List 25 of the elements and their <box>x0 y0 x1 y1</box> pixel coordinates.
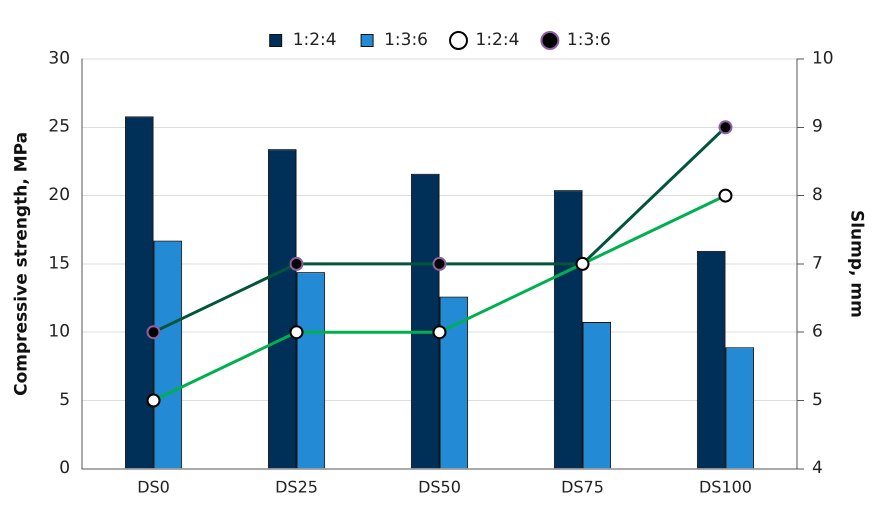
y2-tick-label: 4 <box>812 458 823 478</box>
x-tick-label: DS25 <box>275 478 318 497</box>
y-tick-label: 10 <box>48 322 70 342</box>
y-tick-label: 25 <box>48 116 70 137</box>
y2-tick-label: 7 <box>812 253 823 274</box>
x-tick-label: DS75 <box>561 478 604 497</box>
x-tick-label: DS50 <box>418 478 461 497</box>
y2-axis-title: Slump, mm <box>846 210 866 318</box>
y-tick-label: 0 <box>59 458 70 478</box>
x-tick-label: DS100 <box>698 478 752 497</box>
y2-tick-label: 6 <box>812 322 823 342</box>
y-tick-label: 30 <box>48 48 70 68</box>
y2-tick-label: 9 <box>812 116 823 137</box>
y-tick-label: 20 <box>48 185 70 206</box>
y2-tick-label: 10 <box>812 48 834 68</box>
y2-tick-label: 5 <box>812 390 823 410</box>
y-tick-label: 15 <box>48 253 70 274</box>
legend-label: 1:3:6 <box>384 30 428 50</box>
legend-label: 1:3:6 <box>566 30 611 50</box>
legend-label: 1:2:4 <box>292 30 337 50</box>
x-tick-label: DS0 <box>137 478 170 497</box>
y2-tick-label: 8 <box>812 185 823 206</box>
legend-label: 1:2:4 <box>476 30 520 50</box>
y-tick-label: 5 <box>59 390 70 410</box>
y-axis-title: Compressive strength, MPa <box>12 132 32 396</box>
